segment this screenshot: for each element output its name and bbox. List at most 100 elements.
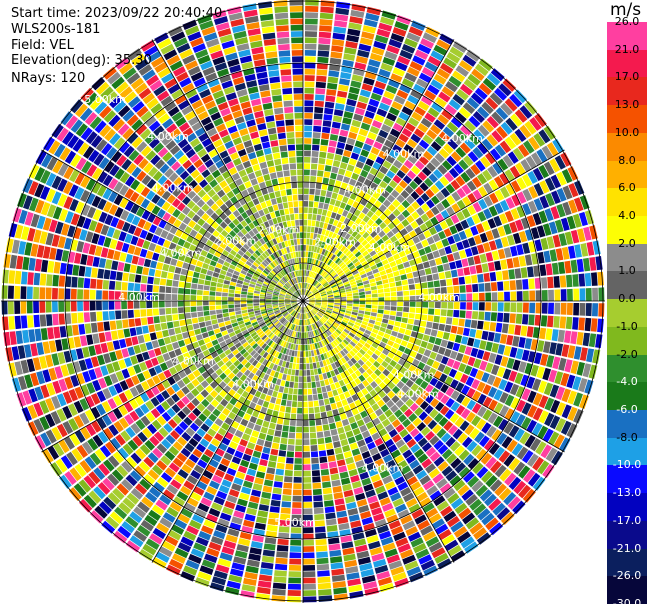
range-gate-cell	[417, 171, 428, 181]
range-gate-cell	[270, 140, 279, 147]
range-gate-cell	[190, 258, 198, 266]
range-gate-cell	[342, 117, 352, 125]
range-gate-cell	[221, 40, 235, 50]
range-gate-cell	[205, 143, 215, 153]
range-gate-cell	[330, 172, 337, 180]
range-gate-cell	[295, 219, 299, 226]
range-gate-cell	[309, 426, 316, 433]
range-gate-cell	[317, 170, 324, 177]
range-gate-cell	[454, 222, 464, 232]
range-gate-cell	[303, 583, 316, 590]
range-gate-cell	[280, 279, 286, 284]
range-gate-cell	[284, 469, 293, 477]
range-gate-cell	[172, 187, 182, 198]
range-gate-cell	[240, 269, 247, 275]
range-gate-cell	[382, 56, 396, 66]
range-gate-cell	[303, 207, 308, 213]
range-gate-cell	[233, 30, 247, 40]
range-gate-cell	[144, 133, 156, 145]
range-gate-cell	[236, 122, 247, 131]
range-gate-cell	[193, 159, 204, 169]
range-gate-cell	[529, 117, 542, 131]
range-gate-cell	[217, 234, 225, 242]
range-gate-cell	[260, 562, 274, 570]
range-gate-cell	[134, 82, 148, 95]
range-gate-cell	[545, 193, 555, 207]
range-gate-cell	[328, 204, 334, 212]
range-gate-cell	[329, 261, 335, 267]
range-gate-cell	[113, 194, 124, 206]
range-gate-cell	[75, 157, 87, 171]
range-gate-cell	[298, 338, 301, 345]
range-gate-cell	[354, 209, 361, 217]
range-gate-cell	[320, 139, 329, 146]
range-gate-cell	[256, 217, 263, 225]
range-gate-cell	[49, 247, 57, 260]
range-gate-cell	[280, 289, 287, 294]
range-gate-cell	[226, 271, 233, 278]
range-gate-cell	[303, 407, 309, 414]
range-gate-cell	[281, 262, 286, 269]
range-gate-cell	[52, 287, 58, 300]
range-gate-cell	[160, 271, 168, 279]
range-gate-cell	[313, 290, 319, 295]
range-gate-cell	[227, 242, 235, 249]
range-gate-cell	[106, 226, 115, 238]
range-gate-cell	[194, 174, 204, 184]
range-gate-cell	[306, 357, 310, 364]
range-gate-cell	[73, 336, 82, 348]
range-gate-cell	[140, 145, 152, 157]
range-gate-cell	[560, 217, 570, 231]
range-gate-cell	[422, 32, 437, 44]
range-gate-cell	[306, 363, 310, 370]
range-gate-cell	[259, 294, 266, 297]
range-gate-cell	[356, 244, 364, 251]
range-gate-cell	[147, 316, 154, 325]
range-gate-cell	[336, 281, 343, 286]
range-gate-cell	[314, 292, 320, 296]
range-gate-cell	[243, 263, 251, 270]
range-gate-cell	[290, 279, 295, 285]
range-gate-cell	[158, 219, 167, 229]
range-gate-cell	[205, 38, 220, 48]
range-gate-cell	[169, 225, 178, 235]
range-gate-cell	[134, 318, 142, 327]
range-gate-cell	[171, 235, 180, 244]
range-gate-cell	[269, 247, 275, 254]
range-gate-cell	[303, 238, 307, 245]
range-gate-cell	[147, 276, 154, 285]
range-gate-cell	[248, 34, 262, 43]
range-gate-cell	[584, 272, 592, 287]
range-gate-cell	[185, 276, 193, 283]
range-gate-cell	[396, 169, 406, 179]
range-gate-cell	[269, 172, 277, 180]
range-gate-cell	[303, 363, 307, 370]
range-gate-cell	[344, 143, 354, 152]
range-gate-cell	[503, 280, 510, 291]
range-gate-cell	[430, 206, 440, 216]
range-gate-cell	[232, 76, 245, 86]
range-gate-cell	[320, 292, 327, 296]
range-gate-cell	[91, 167, 103, 180]
range-gate-cell	[296, 156, 303, 163]
range-gate-cell	[550, 174, 562, 189]
range-gate-cell	[338, 465, 348, 473]
range-gate-cell	[375, 186, 384, 195]
range-gate-cell	[406, 205, 415, 214]
range-gate-cell	[512, 256, 520, 268]
range-gate-cell	[396, 222, 405, 231]
range-gate-cell	[200, 153, 211, 163]
range-gate-cell	[478, 186, 488, 198]
range-gate-cell	[552, 138, 564, 154]
range-gate-cell	[333, 293, 340, 297]
range-gate-cell	[304, 263, 307, 270]
range-gate-cell	[446, 206, 455, 217]
range-gate-cell	[177, 192, 187, 202]
range-gate-cell	[255, 190, 263, 198]
range-gate-cell	[378, 297, 385, 301]
range-gate-cell	[257, 155, 266, 164]
range-gate-cell	[265, 257, 272, 264]
range-gate-cell	[235, 253, 242, 260]
range-gate-cell	[332, 288, 339, 292]
range-gate-cell	[245, 166, 254, 175]
